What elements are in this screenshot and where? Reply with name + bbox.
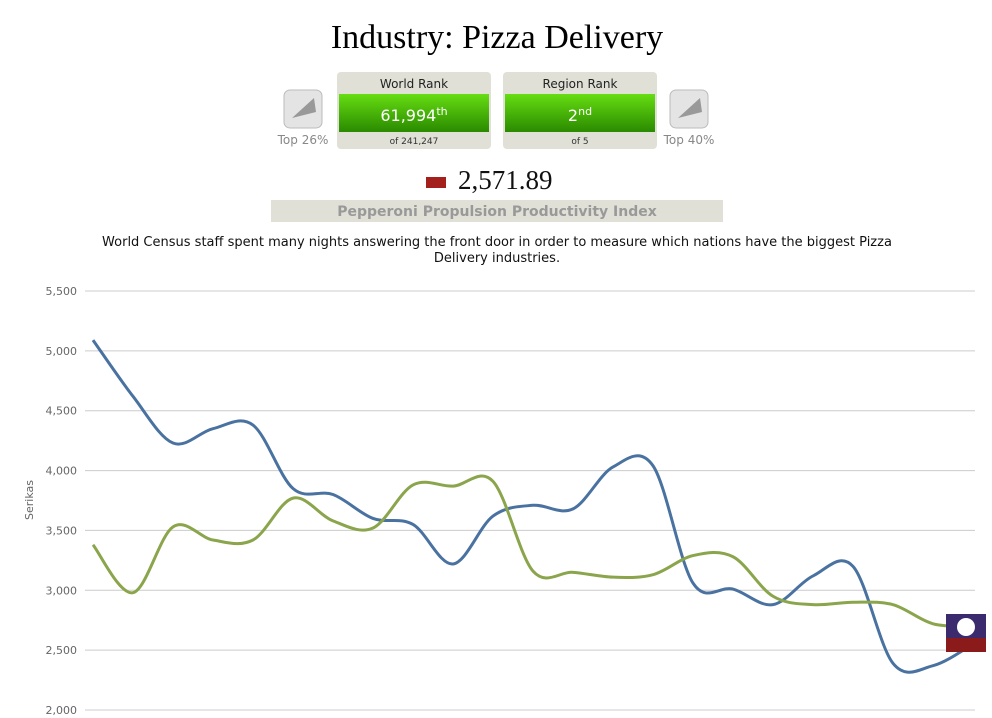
flag bbox=[426, 177, 446, 188]
region-rank-label: Region Rank bbox=[543, 77, 618, 91]
pizza-shape bbox=[292, 98, 316, 118]
region-rank-bar bbox=[505, 94, 655, 132]
y-tick-label: 5,500 bbox=[46, 285, 78, 298]
description-box: World Census staff spent many nights ans… bbox=[102, 235, 892, 266]
avatar-strip bbox=[946, 638, 986, 652]
region-rank-num: 2 bbox=[568, 106, 578, 125]
description: World Census staff spent many nights ans… bbox=[102, 235, 892, 266]
y-tick-label: 5,000 bbox=[46, 345, 78, 358]
y-tick-label: 2,000 bbox=[46, 704, 78, 717]
y-tick-label: 3,000 bbox=[46, 584, 78, 597]
region-rank-suffix: nd bbox=[578, 105, 592, 118]
y-axis-label: Serikas bbox=[23, 480, 36, 520]
series-line bbox=[91, 339, 974, 674]
region-of: of 5 bbox=[571, 137, 588, 147]
avatar-logo bbox=[957, 618, 975, 636]
world-rank-label: World Rank bbox=[380, 77, 448, 91]
world-top: Top 26% bbox=[277, 133, 329, 147]
index-box bbox=[271, 200, 723, 222]
y-tick-label: 2,500 bbox=[46, 644, 78, 657]
y-tick-label: 3,500 bbox=[46, 524, 78, 537]
world-rank-suffix: th bbox=[436, 105, 447, 118]
series-line bbox=[91, 474, 974, 628]
pizza-shape bbox=[678, 98, 702, 118]
region-top: Top 40% bbox=[663, 133, 715, 147]
world-rank: 61,994th bbox=[380, 105, 447, 125]
world-rank-num: 61,994 bbox=[380, 106, 436, 125]
y-tick-label: 4,000 bbox=[46, 465, 78, 478]
region-rank: 2nd bbox=[568, 105, 592, 125]
world-rank-bar bbox=[339, 94, 489, 132]
title: Industry: Pizza Delivery bbox=[331, 19, 663, 56]
world-of: of 241,247 bbox=[390, 137, 439, 147]
score: 2,571.89 bbox=[458, 165, 553, 195]
y-tick-label: 4,500 bbox=[46, 405, 78, 418]
plot: 2,000 2,500 3,000 3,500 4,000 4,500 5,000 5,500 bbox=[46, 285, 975, 717]
index-name: Pepperoni Propulsion Productivity Index bbox=[337, 204, 657, 220]
